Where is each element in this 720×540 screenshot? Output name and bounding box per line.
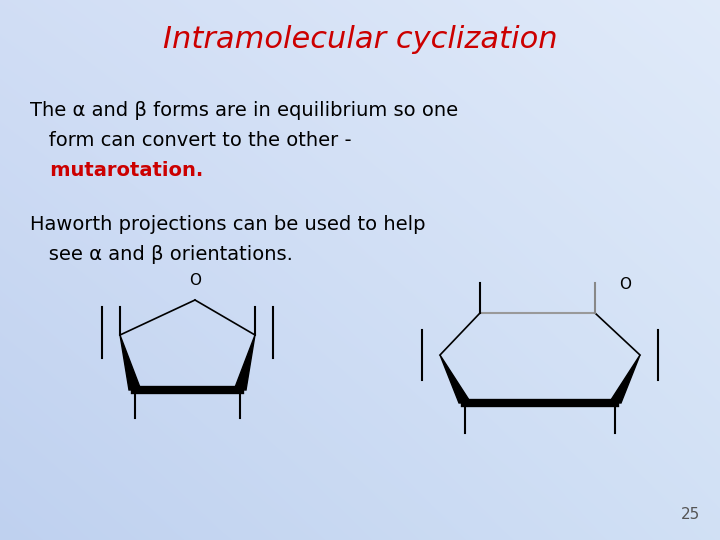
Text: O: O — [619, 277, 631, 292]
Text: Intramolecular cyclization: Intramolecular cyclization — [163, 25, 557, 55]
Text: O: O — [189, 273, 201, 288]
Polygon shape — [120, 335, 141, 390]
Text: 25: 25 — [680, 507, 700, 522]
Polygon shape — [234, 335, 255, 390]
Polygon shape — [440, 355, 471, 403]
Text: mutarotation.: mutarotation. — [30, 160, 203, 179]
Text: see α and β orientations.: see α and β orientations. — [30, 246, 293, 265]
Text: Haworth projections can be used to help: Haworth projections can be used to help — [30, 215, 426, 234]
Text: The α and β forms are in equilibrium so one: The α and β forms are in equilibrium so … — [30, 100, 458, 119]
Polygon shape — [609, 355, 640, 403]
Text: form can convert to the other -: form can convert to the other - — [30, 131, 351, 150]
